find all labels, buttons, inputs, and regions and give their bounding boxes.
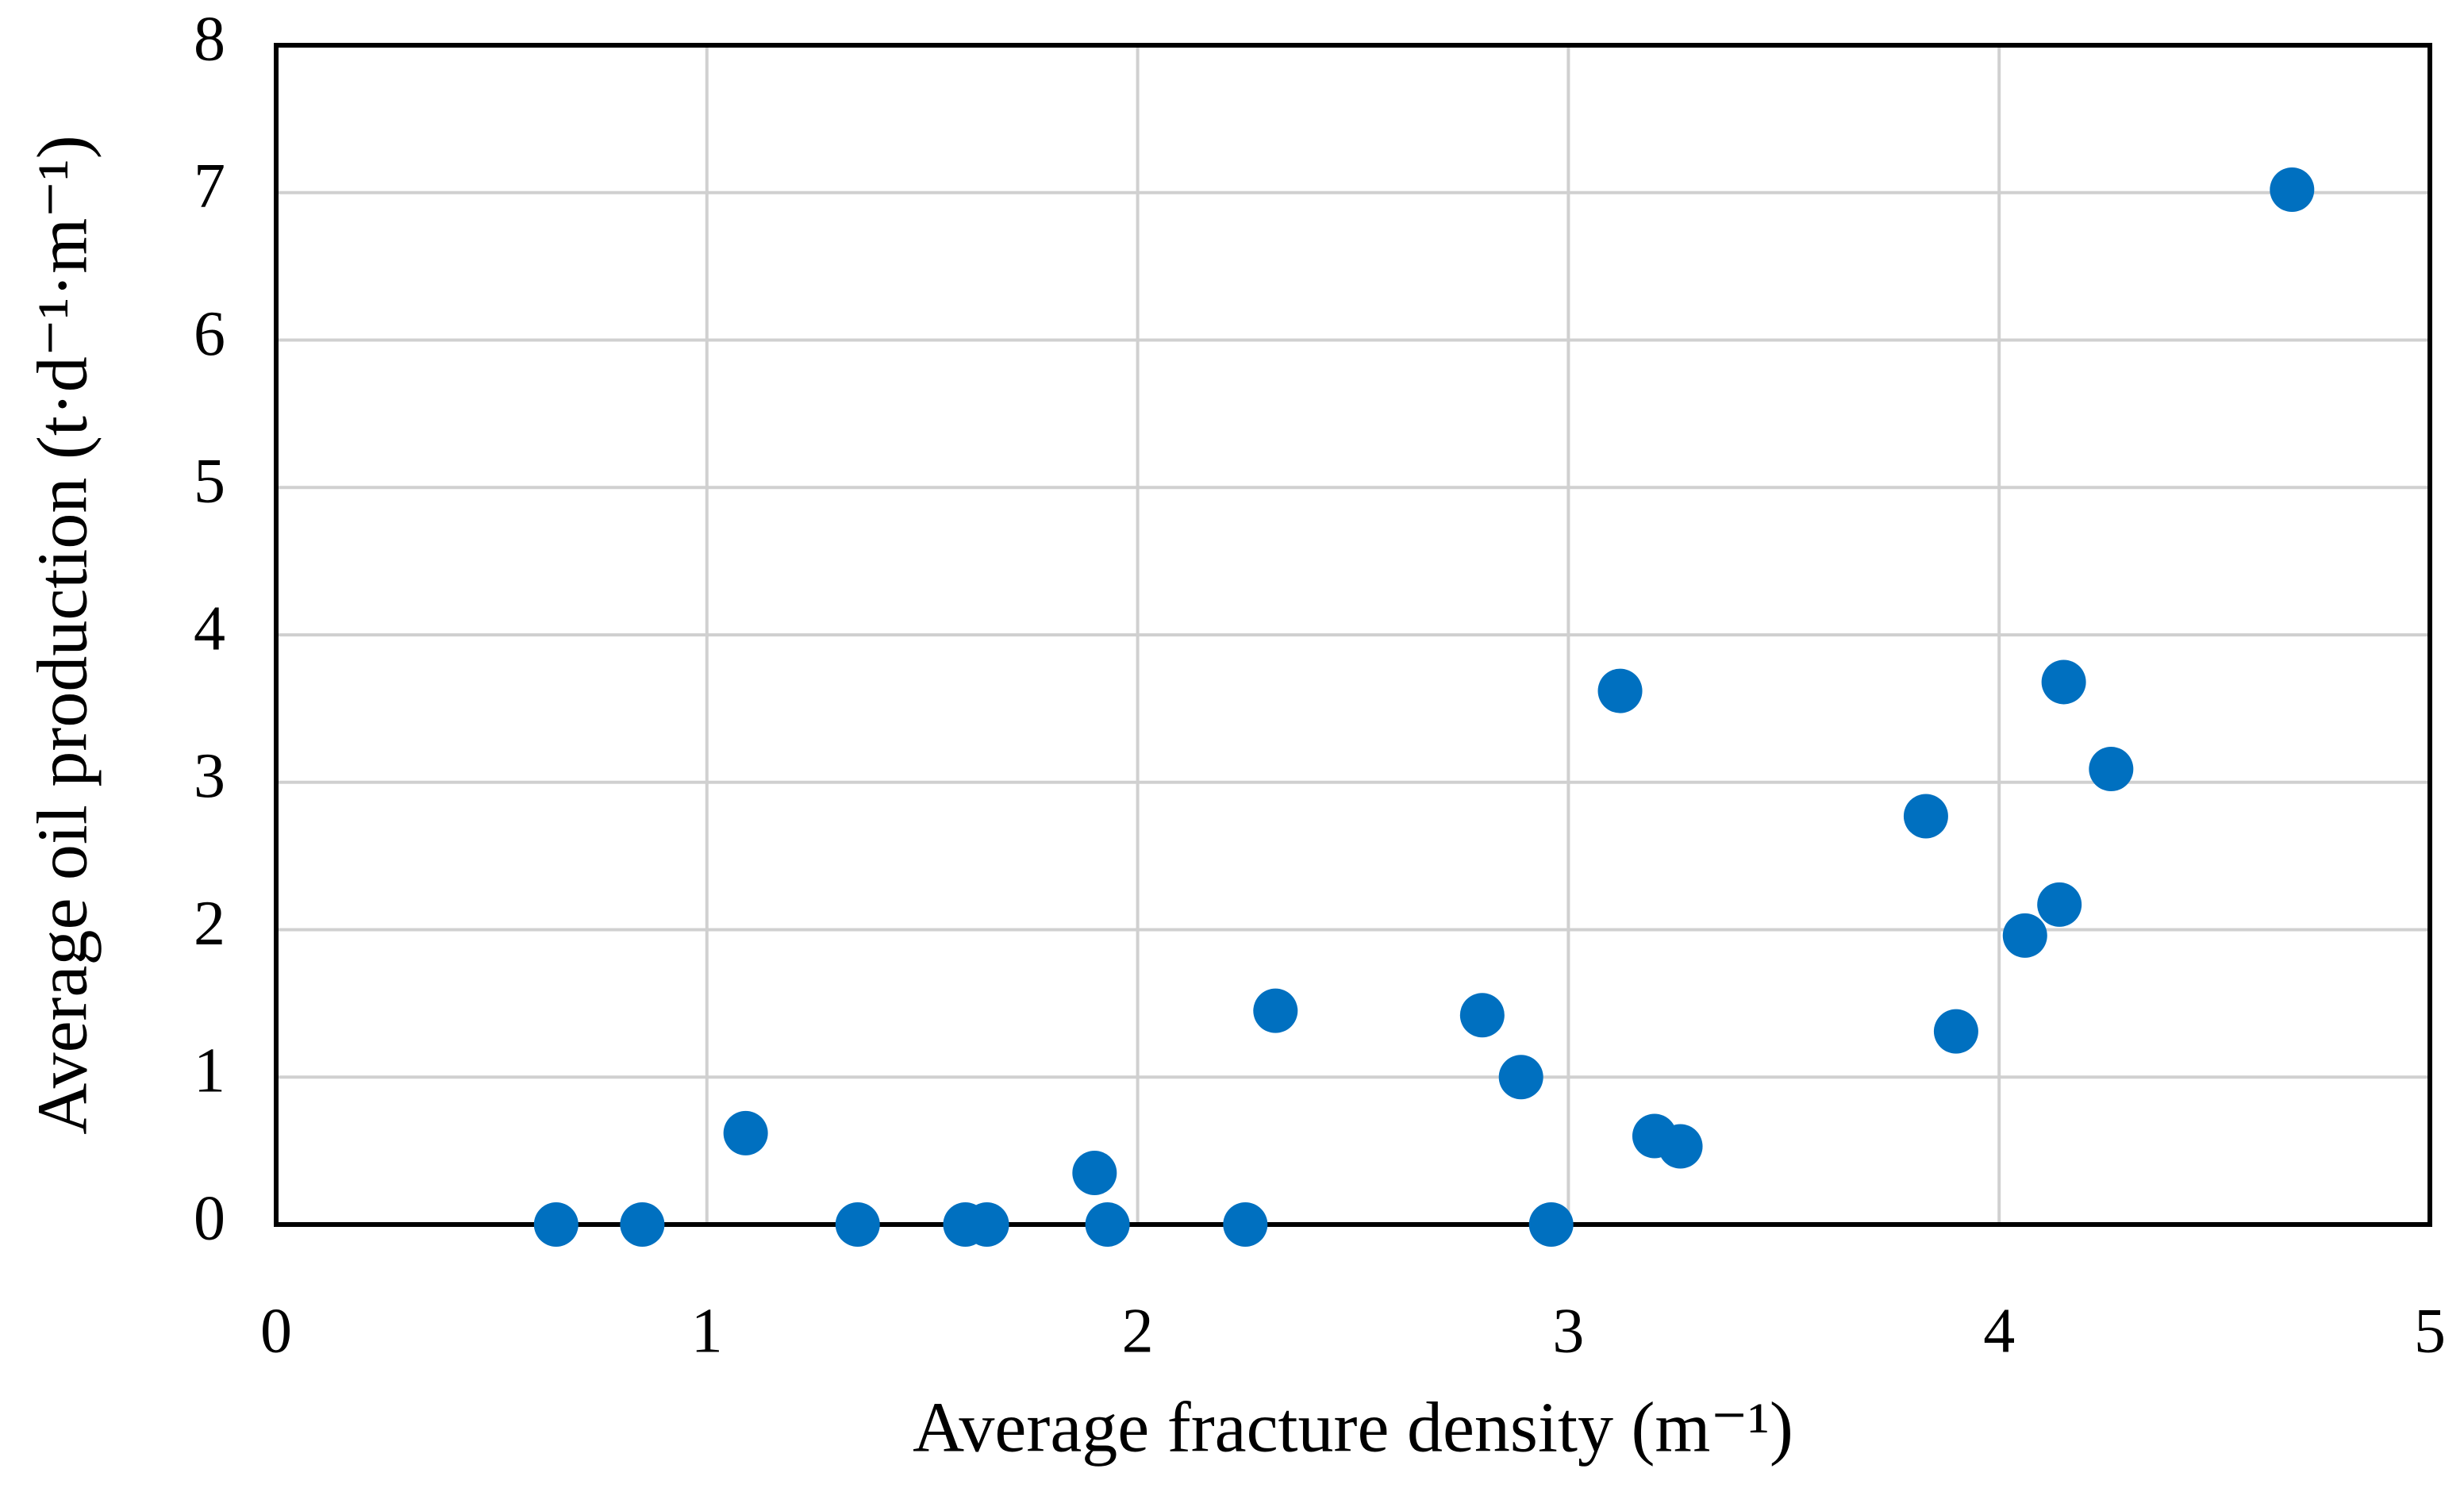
point xyxy=(2037,882,2082,927)
point xyxy=(533,1202,579,1247)
point xyxy=(2270,167,2315,213)
plot-frame xyxy=(274,43,2432,1227)
point xyxy=(2041,659,2086,705)
y-axis-title: Average oil production (t·d⁻¹·m⁻¹) xyxy=(24,135,102,1134)
point xyxy=(2002,913,2047,958)
y-tick-label: 7 xyxy=(194,152,225,221)
point xyxy=(1459,993,1505,1038)
x-tick-label: 1 xyxy=(691,1296,723,1366)
x-axis-title: Average fracture density (m⁻¹) xyxy=(913,1389,1793,1467)
point xyxy=(1498,1055,1543,1100)
y-tick-label: 2 xyxy=(194,889,225,959)
point xyxy=(964,1202,1009,1247)
point xyxy=(835,1202,880,1247)
point xyxy=(1072,1150,1117,1195)
point xyxy=(1253,988,1298,1033)
x-tick-label: 5 xyxy=(2414,1296,2446,1366)
y-tick-label: 3 xyxy=(194,741,225,811)
x-tick-label: 2 xyxy=(1122,1296,1154,1366)
point xyxy=(1223,1202,1268,1247)
y-tick-label: 0 xyxy=(194,1183,225,1253)
x-tick-label: 0 xyxy=(260,1296,292,1366)
point xyxy=(2089,747,2134,792)
point xyxy=(723,1110,768,1155)
y-tick-label: 8 xyxy=(194,4,225,74)
x-tick-label: 4 xyxy=(1983,1296,2015,1366)
point xyxy=(1528,1202,1574,1247)
point xyxy=(1658,1124,1703,1169)
point xyxy=(620,1202,665,1247)
point xyxy=(1933,1009,1978,1054)
x-tick-label: 3 xyxy=(1552,1296,1584,1366)
point xyxy=(1903,794,1948,839)
point xyxy=(1597,668,1643,713)
point xyxy=(1085,1202,1130,1247)
y-tick-label: 6 xyxy=(194,299,225,369)
y-tick-label: 1 xyxy=(194,1036,225,1106)
y-tick-label: 5 xyxy=(194,447,225,517)
y-tick-label: 4 xyxy=(194,594,225,663)
